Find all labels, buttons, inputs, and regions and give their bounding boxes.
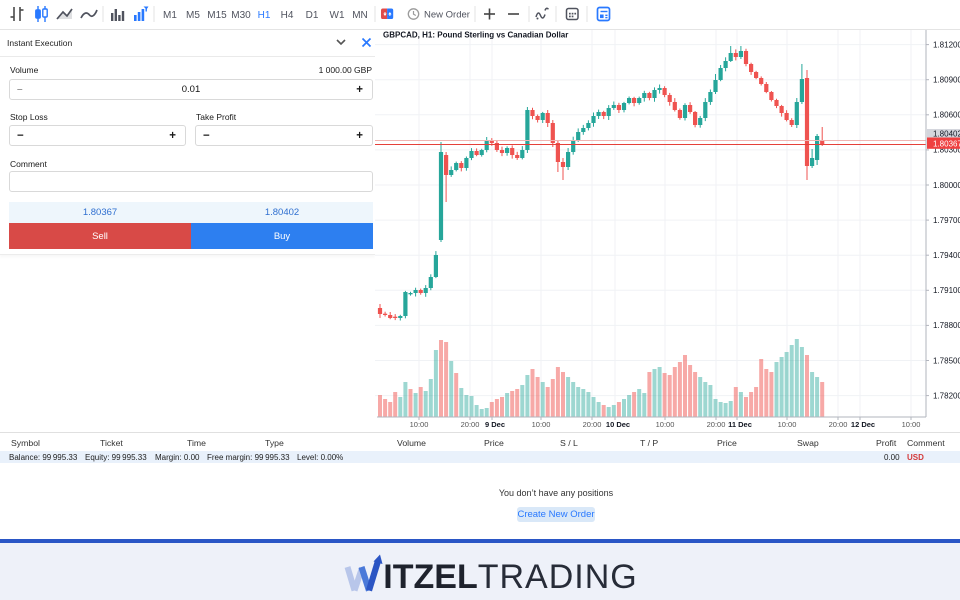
svg-text:GBPCAD, H1: Pound Sterling vs: GBPCAD, H1: Pound Sterling vs Canadian D… [383,31,568,40]
svg-text:1.80402: 1.80402 [933,129,960,138]
svg-text:10:00: 10:00 [410,420,429,429]
svg-text:20:00: 20:00 [707,420,726,429]
svg-text:1.80000: 1.80000 [933,181,960,190]
svg-text:20:00: 20:00 [583,420,602,429]
svg-text:10:00: 10:00 [902,420,921,429]
svg-text:M15: M15 [207,10,227,21]
svg-text:1.78800: 1.78800 [933,321,960,330]
svg-text:1.79700: 1.79700 [933,216,960,225]
svg-text:10 Dec: 10 Dec [606,420,630,429]
svg-text:New Order: New Order [424,10,470,21]
svg-text:M1: M1 [163,10,177,21]
svg-text:1.80600: 1.80600 [933,111,960,120]
svg-text:10:00: 10:00 [656,420,675,429]
svg-text:MN: MN [352,10,368,21]
svg-text:1.78500: 1.78500 [933,356,960,365]
svg-text:M5: M5 [186,10,200,21]
svg-text:1.78200: 1.78200 [933,391,960,400]
svg-text:20:00: 20:00 [461,420,480,429]
svg-text:10:00: 10:00 [778,420,797,429]
svg-text:9 Dec: 9 Dec [485,420,505,429]
svg-text:1.79400: 1.79400 [933,251,960,260]
svg-text:H4: H4 [281,10,294,21]
svg-text:1.81200: 1.81200 [933,40,960,49]
svg-text:10:00: 10:00 [532,420,551,429]
svg-text:1.80900: 1.80900 [933,76,960,85]
svg-text:1.79100: 1.79100 [933,286,960,295]
svg-text:M30: M30 [231,10,251,21]
svg-text:H1: H1 [258,10,271,21]
svg-text:1.80367: 1.80367 [933,140,960,149]
svg-text:11 Dec: 11 Dec [728,420,752,429]
svg-text:1.80300: 1.80300 [933,146,960,155]
svg-text:W1: W1 [330,10,345,21]
svg-text:20:00: 20:00 [829,420,848,429]
svg-text:12 Dec: 12 Dec [851,420,875,429]
svg-text:D1: D1 [306,10,319,21]
